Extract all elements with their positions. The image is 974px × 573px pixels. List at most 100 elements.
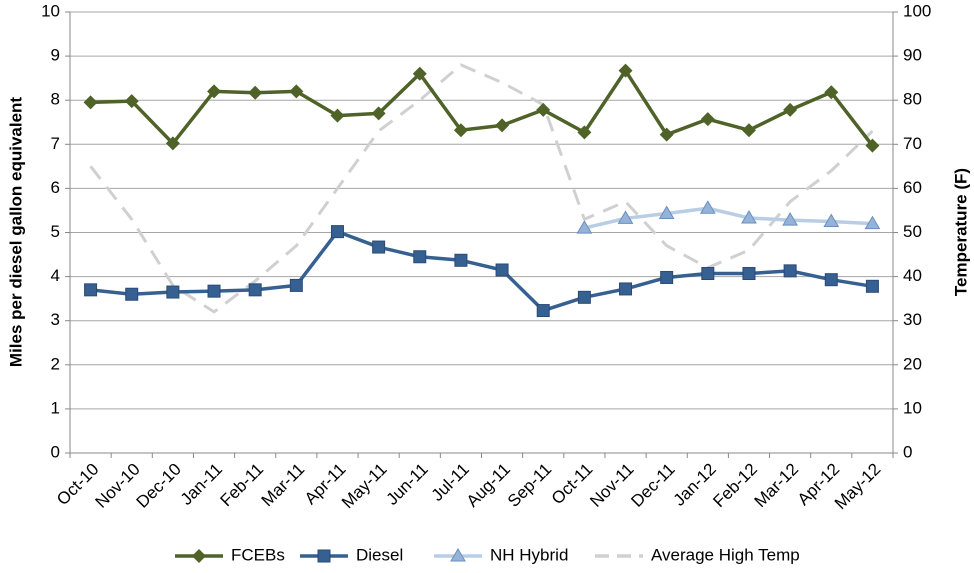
- data-point: [454, 253, 468, 267]
- x-tick-label: May-12: [831, 460, 885, 514]
- data-point: [742, 267, 756, 281]
- y-tick-label: 4: [51, 266, 60, 285]
- y-tick-label: 8: [51, 90, 60, 109]
- data-point: [741, 209, 757, 224]
- x-tick-label: Jan-11: [177, 460, 226, 509]
- legend-item: Diesel: [300, 545, 403, 564]
- legend-item: NH Hybrid: [434, 545, 568, 564]
- data-point: [619, 282, 633, 296]
- y-tick-label: 6: [51, 178, 60, 197]
- y-tick-label: 1: [51, 398, 60, 417]
- data-point: [577, 290, 591, 304]
- data-point: [824, 273, 838, 287]
- data-point: [412, 66, 427, 81]
- legend-label: Average High Temp: [651, 545, 800, 564]
- y2-tick-label: 60: [903, 178, 922, 197]
- data-point: [536, 304, 550, 318]
- data-point: [659, 127, 674, 142]
- y-tick-label: 3: [51, 310, 60, 329]
- x-tick-label: Aug-11: [463, 460, 514, 511]
- y2-tick-label: 90: [903, 46, 922, 65]
- y-tick-label: 5: [51, 222, 60, 241]
- data-point: [495, 263, 509, 277]
- data-point: [207, 84, 222, 99]
- data-point: [495, 118, 510, 133]
- data-point: [413, 250, 427, 264]
- data-point: [330, 108, 345, 123]
- data-point: [865, 138, 880, 153]
- x-tick-label: Sep-11: [504, 460, 555, 511]
- legend-label: Diesel: [356, 545, 403, 564]
- y2-tick-label: 10: [903, 398, 922, 417]
- y-tick-label: 0: [51, 442, 60, 461]
- data-point: [701, 267, 715, 281]
- data-point: [248, 283, 262, 297]
- data-point: [330, 225, 344, 239]
- y2-tick-label: 100: [903, 1, 931, 20]
- data-point: [289, 278, 303, 292]
- y2-tick-label: 20: [903, 354, 922, 373]
- data-point: [125, 287, 139, 301]
- x-tick-label: Dec-11: [627, 460, 678, 511]
- legend-label: FCEBs: [231, 545, 285, 564]
- y2-tick-label: 30: [903, 310, 922, 329]
- y2-tick-label: 80: [903, 90, 922, 109]
- data-point: [165, 136, 180, 151]
- data-point: [371, 106, 386, 121]
- x-tick-label: Mar-11: [258, 460, 309, 511]
- y2-tick-label: 40: [903, 266, 922, 285]
- legend-item: FCEBs: [175, 545, 285, 564]
- series-line: [89, 63, 874, 314]
- data-point: [536, 102, 551, 117]
- data-point: [124, 94, 139, 109]
- data-point: [84, 283, 98, 297]
- data-point: [576, 220, 593, 234]
- legend-marker: [450, 548, 466, 562]
- y-tick-label: 9: [51, 46, 60, 65]
- data-point: [783, 102, 798, 117]
- y2-axis-title: Temperature (F): [951, 168, 970, 296]
- x-tick-label: Feb-11: [217, 460, 268, 511]
- data-point: [289, 84, 304, 99]
- x-tick-label: Mar-12: [751, 460, 803, 512]
- data-point: [865, 279, 879, 293]
- data-point: [577, 125, 592, 140]
- series-line: [583, 206, 873, 230]
- data-point: [83, 95, 98, 110]
- legend-item: Average High Temp: [595, 545, 800, 564]
- data-point: [783, 264, 797, 278]
- data-point: [618, 63, 633, 78]
- data-point: [207, 284, 221, 298]
- y2-tick-label: 70: [903, 134, 922, 153]
- legend-label: NH Hybrid: [490, 545, 568, 564]
- data-point: [823, 213, 840, 227]
- y2-tick-label: 0: [903, 442, 912, 461]
- legend-marker: [317, 549, 331, 563]
- x-tick-label: May-11: [338, 460, 391, 513]
- y-axis-title: Miles per diesel gallon equivalent: [6, 97, 25, 368]
- data-point: [699, 200, 716, 214]
- data-point: [660, 270, 674, 284]
- y-tick-label: 7: [51, 134, 60, 153]
- x-tick-label: Dec-10: [133, 460, 185, 512]
- data-point: [741, 123, 756, 138]
- y-tick-label: 2: [51, 354, 60, 373]
- data-point: [166, 285, 180, 299]
- x-tick-label: Nov-11: [586, 460, 637, 511]
- data-point: [248, 85, 263, 100]
- series-line: [90, 68, 874, 147]
- x-tick-label: Jun-11: [382, 460, 431, 509]
- data-point: [782, 212, 798, 226]
- data-point: [658, 205, 675, 220]
- x-tick-label: Jan-12: [670, 460, 720, 510]
- data-point: [864, 215, 881, 230]
- data-point: [617, 210, 634, 224]
- data-point: [372, 240, 386, 254]
- x-tick-label: Feb-12: [709, 460, 761, 512]
- y-tick-label: 10: [41, 1, 60, 20]
- data-point: [453, 123, 468, 138]
- data-point: [700, 112, 715, 127]
- legend-marker: [192, 549, 206, 563]
